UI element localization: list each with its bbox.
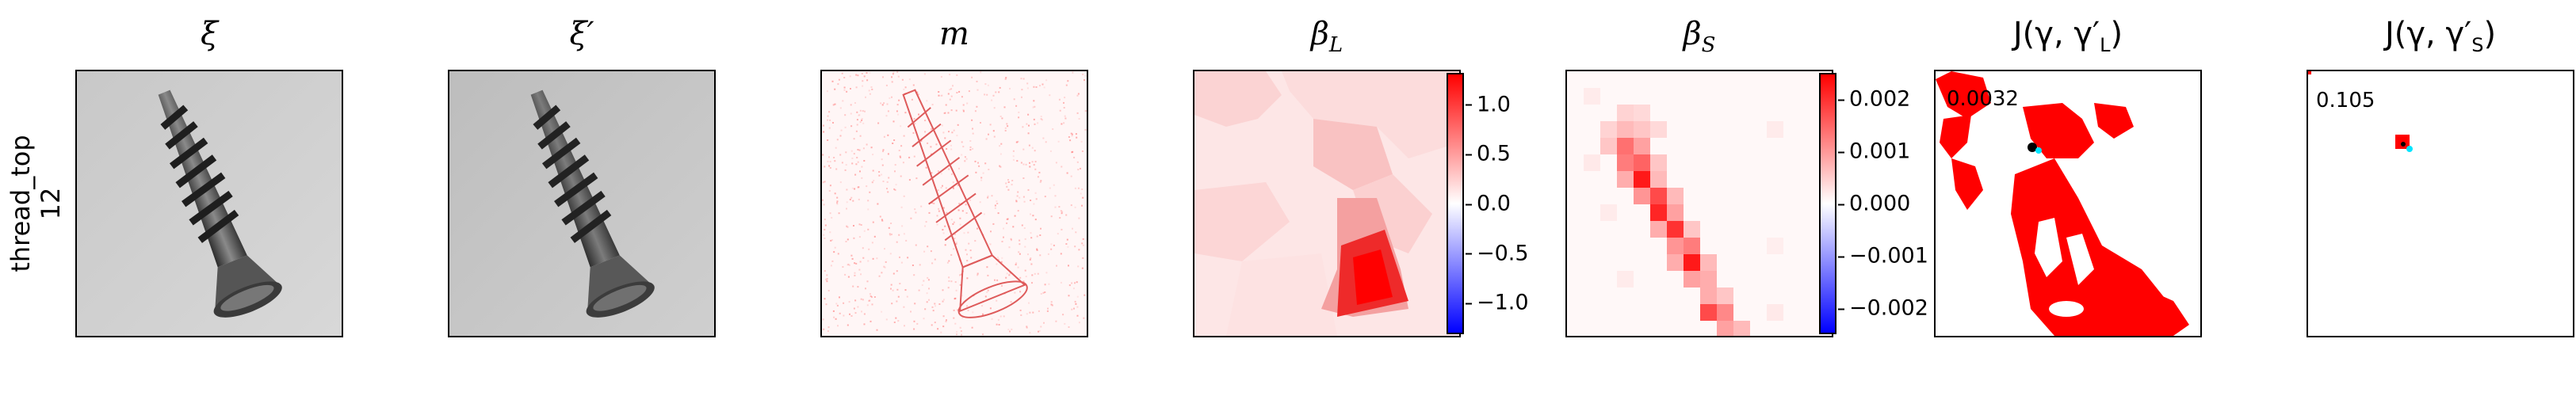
row-label-line2: 12 <box>36 187 66 220</box>
difference-map-m <box>822 71 1087 336</box>
cbar-tick: −0.002 <box>1838 296 1928 321</box>
cbar-tick: 0.000 <box>1838 192 1910 216</box>
panel-title-xi-prime: ξ′ <box>569 16 594 52</box>
panel-title-j-s: J(γ, γ′S) <box>2384 16 2497 56</box>
cbar-tick: 0.0 <box>1466 192 1511 216</box>
panel-title-xi: ξ <box>200 16 219 52</box>
panel-title-beta-l: βL <box>1310 16 1343 57</box>
j-s-mask <box>2308 71 2573 336</box>
panel-m-map <box>820 70 1088 337</box>
panel-xi-prime-image <box>448 70 716 337</box>
panel-j-l-mask: 0.0032 <box>1934 70 2202 337</box>
panel-j-s-mask: 0.105 <box>2307 70 2574 337</box>
j-l-annotation: 0.0032 <box>1947 87 2019 111</box>
panel-beta-s-map <box>1565 70 1833 337</box>
colorbar-ticks-beta-l: 1.0 0.5 0.0 −0.5 −1.0 <box>1466 73 1592 334</box>
cbar-tick: 1.0 <box>1466 92 1511 116</box>
j-l-mask <box>1936 71 2200 336</box>
screw-image-xi <box>77 71 342 336</box>
beta-l-heatmap <box>1194 71 1459 336</box>
cbar-tick: 0.5 <box>1466 142 1511 166</box>
cbar-tick: −0.5 <box>1466 241 1529 265</box>
screw-image-xi-prime <box>449 71 714 336</box>
j-s-annotation: 0.105 <box>2316 89 2375 112</box>
panel-title-j-l: J(γ, γ′L) <box>2012 16 2123 56</box>
colorbar-beta-s <box>1819 73 1836 334</box>
row-label-line1: thread_top <box>6 135 36 272</box>
cbar-tick: −1.0 <box>1466 291 1529 315</box>
panel-beta-l-map <box>1193 70 1461 337</box>
cbar-tick: −0.001 <box>1838 244 1928 268</box>
panel-xi-image <box>75 70 343 337</box>
cbar-tick: 0.001 <box>1838 139 1910 164</box>
beta-s-heatmap <box>1567 71 1832 336</box>
row-label: thread_top 12 <box>0 70 71 337</box>
cbar-tick: 0.002 <box>1838 87 1910 112</box>
panel-title-m: m <box>939 16 969 52</box>
panel-title-beta-s: βS <box>1683 16 1716 57</box>
colorbar-beta-l <box>1447 73 1464 334</box>
colorbar-ticks-beta-s: 0.002 0.001 0.000 −0.001 −0.002 <box>1838 73 1965 334</box>
